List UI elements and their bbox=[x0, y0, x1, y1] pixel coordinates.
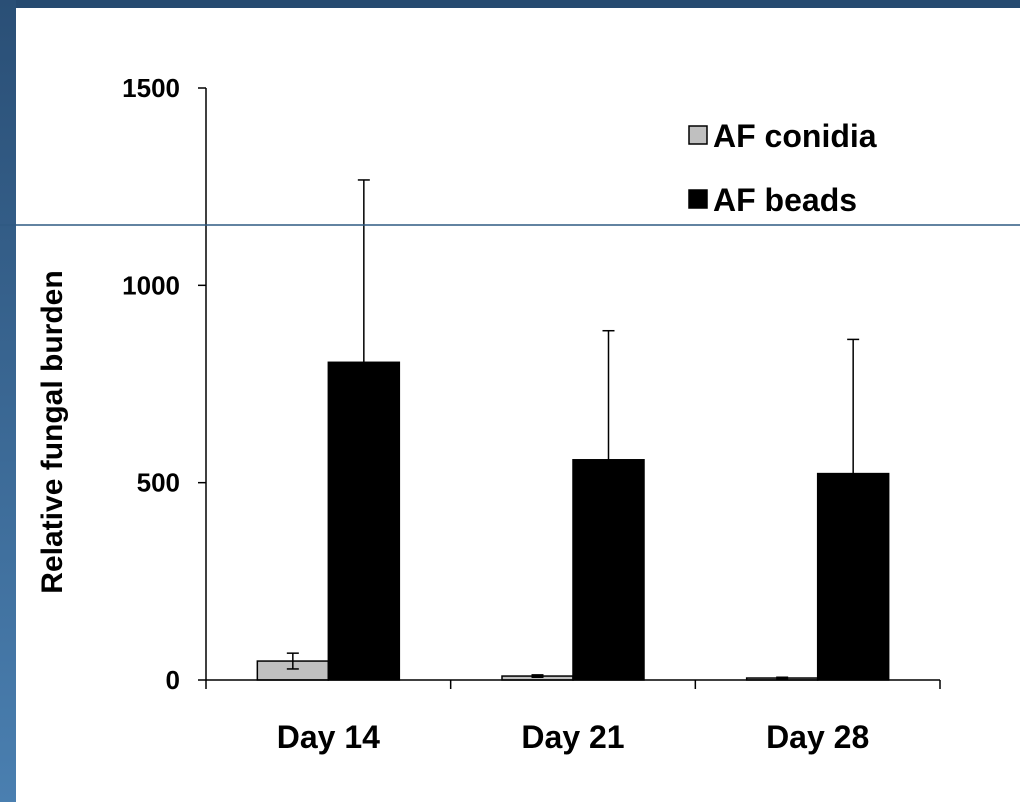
y-ticks: 0 500 1000 1500 bbox=[122, 73, 206, 695]
legend-label-af-beads: AF beads bbox=[713, 182, 857, 218]
y-tick-label: 1000 bbox=[122, 270, 180, 300]
legend-swatch-af-conidia bbox=[688, 125, 708, 145]
bar-af-beads bbox=[816, 472, 890, 681]
bars-layer bbox=[256, 361, 890, 681]
x-tick-label: Day 28 bbox=[766, 719, 869, 755]
bar-af-beads bbox=[572, 459, 645, 681]
legend-swatch-af-beads bbox=[688, 189, 708, 209]
error-bars-layer bbox=[286, 179, 860, 680]
y-tick-label: 0 bbox=[166, 665, 180, 695]
y-tick-label: 1500 bbox=[122, 73, 180, 103]
legend: AF conidia AF beads bbox=[688, 118, 877, 218]
x-ticks: Day 14 Day 21 Day 28 bbox=[205, 680, 941, 755]
y-tick-label: 500 bbox=[137, 468, 180, 498]
window-frame-left bbox=[0, 0, 16, 802]
x-tick-label: Day 14 bbox=[277, 719, 380, 755]
window-frame-top bbox=[0, 0, 1020, 8]
x-tick-label: Day 21 bbox=[521, 719, 624, 755]
bar-af-beads bbox=[327, 361, 401, 681]
legend-label-af-conidia: AF conidia bbox=[713, 118, 877, 154]
y-axis-title: Relative fungal burden bbox=[36, 270, 69, 593]
